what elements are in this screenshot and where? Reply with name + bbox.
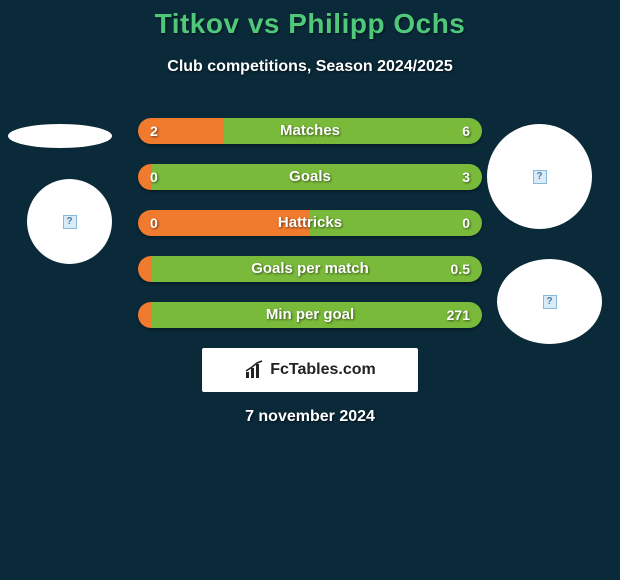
chart-icon [244,360,264,380]
bar-label: Goals per match [138,256,482,282]
bar-label: Matches [138,118,482,144]
bar-row: 03Goals [138,164,482,190]
bar-row: 26Matches [138,118,482,144]
brand-badge: FcTables.com [202,348,418,392]
decor-circle_tr: ? [487,124,592,229]
bar-label: Min per goal [138,302,482,328]
bar-row: 00Hattricks [138,210,482,236]
subtitle: Club competitions, Season 2024/2025 [0,58,620,76]
image-placeholder-icon: ? [533,170,547,184]
date-text: 7 november 2024 [0,408,620,426]
bar-label: Hattricks [138,210,482,236]
bar-row: 271Min per goal [138,302,482,328]
brand-text: FcTables.com [270,361,376,379]
bar-label: Goals [138,164,482,190]
image-placeholder-icon: ? [543,295,557,309]
page-title: Titkov vs Philipp Ochs [0,0,620,40]
decor-circle_br: ? [497,259,602,344]
decor-ellipse [8,124,112,148]
decor-circle_bl: ? [27,179,112,264]
bar-row: 0.5Goals per match [138,256,482,282]
comparison-bars: 26Matches 03Goals 00Hattricks 0.5Goals per … [138,118,482,328]
image-placeholder-icon: ? [63,215,77,229]
